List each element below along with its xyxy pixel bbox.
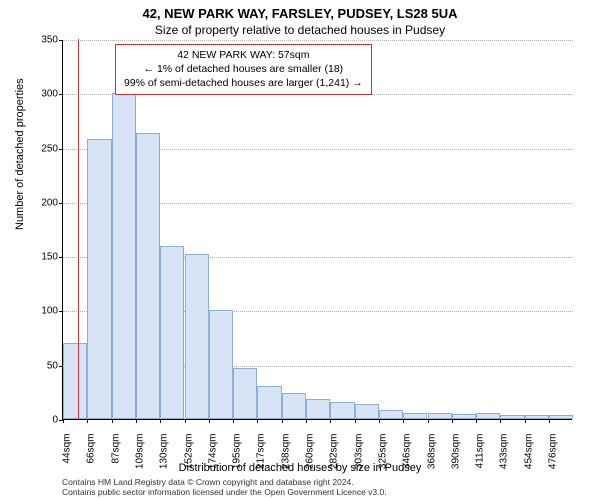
x-tick-mark bbox=[160, 419, 161, 423]
x-tick-mark bbox=[233, 419, 234, 423]
histogram-bar bbox=[525, 415, 549, 419]
x-tick-mark bbox=[136, 419, 137, 423]
y-tick-mark bbox=[59, 94, 63, 95]
y-tick-mark bbox=[59, 257, 63, 258]
y-tick-mark bbox=[59, 40, 63, 41]
x-tick-mark bbox=[355, 419, 356, 423]
y-tick-mark bbox=[59, 311, 63, 312]
histogram-bar bbox=[87, 139, 111, 419]
info-line-1: 42 NEW PARK WAY: 57sqm bbox=[124, 48, 363, 62]
x-tick-mark bbox=[476, 419, 477, 423]
y-tick-mark bbox=[59, 149, 63, 150]
plot: 05010015020025030035044sqm66sqm87sqm109s… bbox=[62, 40, 572, 420]
x-tick-mark bbox=[379, 419, 380, 423]
histogram-bar bbox=[500, 415, 524, 419]
histogram-bar bbox=[185, 254, 209, 419]
x-tick-mark bbox=[209, 419, 210, 423]
x-tick-mark bbox=[257, 419, 258, 423]
grid-line bbox=[63, 40, 573, 41]
y-tick-mark bbox=[59, 203, 63, 204]
x-tick-mark bbox=[306, 419, 307, 423]
histogram-bar bbox=[233, 368, 257, 419]
x-tick-mark bbox=[185, 419, 186, 423]
histogram-bar bbox=[476, 413, 500, 420]
histogram-bar bbox=[282, 393, 306, 419]
x-tick-mark bbox=[87, 419, 88, 423]
x-tick-mark bbox=[63, 419, 64, 423]
histogram-bar bbox=[549, 415, 573, 419]
y-tick-label: 350 bbox=[33, 35, 58, 46]
histogram-bar bbox=[428, 413, 452, 420]
info-box: 42 NEW PARK WAY: 57sqm ← 1% of detached … bbox=[115, 44, 372, 95]
y-tick-label: 150 bbox=[33, 252, 58, 263]
footer-line-2: Contains public sector information licen… bbox=[62, 488, 387, 498]
histogram-bar bbox=[257, 386, 281, 419]
info-line-3: 99% of semi-detached houses are larger (… bbox=[124, 76, 363, 90]
marker-line bbox=[78, 39, 79, 419]
x-axis-label: Distribution of detached houses by size … bbox=[0, 462, 600, 474]
histogram-bar bbox=[160, 246, 184, 419]
y-tick-label: 0 bbox=[33, 415, 58, 426]
x-tick-mark bbox=[452, 419, 453, 423]
info-line-2: ← 1% of detached houses are smaller (18) bbox=[124, 62, 363, 76]
histogram-bar bbox=[355, 404, 379, 419]
y-axis-label: Number of detached properties bbox=[14, 78, 26, 230]
histogram-bar bbox=[136, 133, 160, 419]
histogram-bar bbox=[403, 413, 427, 420]
footer: Contains HM Land Registry data © Crown c… bbox=[62, 478, 387, 498]
x-tick-mark bbox=[403, 419, 404, 423]
x-tick-mark bbox=[500, 419, 501, 423]
x-tick-mark bbox=[549, 419, 550, 423]
title-sub: Size of property relative to detached ho… bbox=[0, 21, 600, 37]
y-tick-label: 250 bbox=[33, 143, 58, 154]
y-tick-label: 200 bbox=[33, 197, 58, 208]
x-tick-mark bbox=[112, 419, 113, 423]
histogram-bar bbox=[379, 410, 403, 419]
histogram-bar bbox=[112, 93, 136, 419]
histogram-bar bbox=[452, 414, 476, 419]
title-main: 42, NEW PARK WAY, FARSLEY, PUDSEY, LS28 … bbox=[0, 0, 600, 21]
y-tick-label: 300 bbox=[33, 89, 58, 100]
y-tick-label: 100 bbox=[33, 306, 58, 317]
chart-area: 05010015020025030035044sqm66sqm87sqm109s… bbox=[62, 40, 572, 420]
x-tick-mark bbox=[428, 419, 429, 423]
x-tick-mark bbox=[330, 419, 331, 423]
x-tick-mark bbox=[282, 419, 283, 423]
histogram-bar bbox=[209, 310, 233, 419]
x-tick-mark bbox=[525, 419, 526, 423]
histogram-bar bbox=[306, 399, 330, 419]
histogram-bar bbox=[63, 343, 87, 419]
histogram-bar bbox=[330, 402, 354, 419]
y-tick-label: 50 bbox=[33, 360, 58, 371]
